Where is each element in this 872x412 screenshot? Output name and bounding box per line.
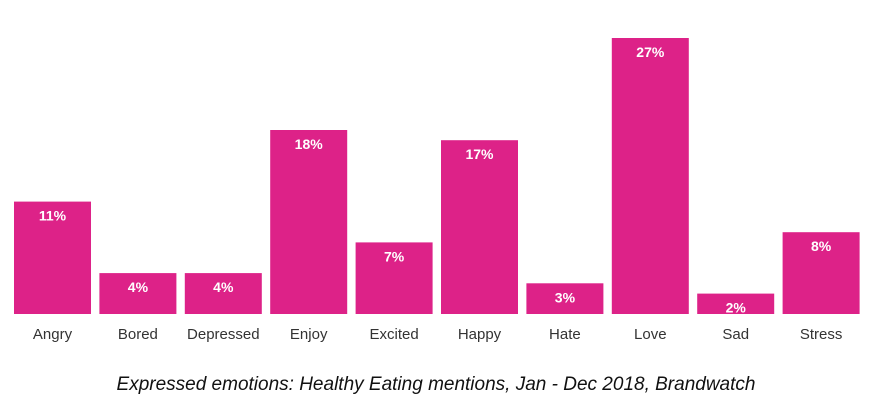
category-label-stress: Stress xyxy=(800,326,843,343)
value-label-love: 27% xyxy=(636,44,665,60)
value-label-excited: 7% xyxy=(384,248,405,264)
category-label-sad: Sad xyxy=(722,326,749,343)
category-label-hate: Hate xyxy=(549,326,581,343)
value-label-enjoy: 18% xyxy=(295,136,324,152)
value-label-hate: 3% xyxy=(555,289,576,305)
bar-happy xyxy=(441,140,518,314)
value-labels-layer: 11% 4% 4% 18% 7% 17% 3% 27% 2% 8% xyxy=(39,44,832,316)
value-label-angry: 11% xyxy=(39,208,67,224)
chart-caption: Expressed emotions: Healthy Eating menti… xyxy=(116,374,756,395)
category-label-angry: Angry xyxy=(33,326,73,343)
bar-love xyxy=(611,38,689,314)
value-label-sad: 2% xyxy=(726,300,747,316)
category-label-love: Love xyxy=(634,326,667,343)
bar-hate xyxy=(526,283,604,314)
bar-excited xyxy=(355,242,433,314)
category-label-happy: Happy xyxy=(458,326,502,343)
value-label-happy: 17% xyxy=(465,146,494,162)
category-label-enjoy: Enjoy xyxy=(290,326,328,343)
category-ticks-layer: Angry Bored Depressed Enjoy Excited Happy Hate… xyxy=(33,326,842,343)
value-label-bored: 4% xyxy=(128,279,149,295)
category-label-bored: Bored xyxy=(118,326,158,343)
value-label-stress: 8% xyxy=(811,238,832,254)
bar-stress xyxy=(782,232,860,314)
bar-bored xyxy=(99,273,177,314)
bar-sad xyxy=(697,293,775,314)
bar-chart: 11% 4% 4% 18% 7% 17% 3% 27% 2% 8% Angry Bored Depre… xyxy=(14,38,860,343)
bar-depressed xyxy=(184,273,262,314)
category-label-excited: Excited xyxy=(369,326,418,343)
category-label-depressed: Depressed xyxy=(187,326,260,343)
bars-layer xyxy=(14,38,860,314)
bar-angry xyxy=(14,201,91,314)
value-label-depressed: 4% xyxy=(213,279,234,295)
bar-enjoy xyxy=(270,130,348,314)
